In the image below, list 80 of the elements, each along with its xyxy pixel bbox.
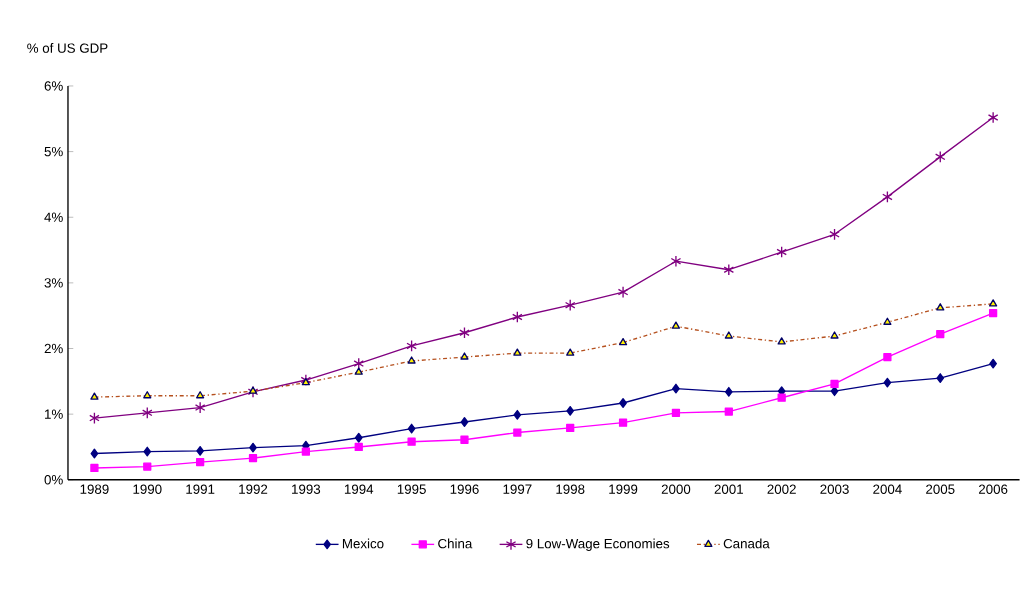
- point: [936, 373, 945, 384]
- point: [619, 398, 627, 409]
- point: [618, 418, 628, 427]
- x-tick-label: 2001: [714, 484, 743, 495]
- x-tick-label: 1992: [239, 484, 268, 495]
- x-tick-label: 2006: [978, 484, 1008, 495]
- y-tick-label: 0%: [44, 475, 63, 485]
- point: [247, 385, 259, 398]
- point: [672, 383, 680, 394]
- y-tick-label: 3%: [44, 278, 63, 288]
- x-tick-label: 2004: [873, 484, 902, 495]
- point: [406, 340, 417, 353]
- point: [194, 401, 206, 414]
- x-tick-label: 1990: [133, 484, 162, 495]
- point: [723, 263, 735, 276]
- x-tick-label: 1995: [397, 484, 426, 495]
- point: [987, 111, 999, 124]
- x-tick-label: 1996: [450, 484, 479, 495]
- point: [936, 330, 945, 339]
- y-tick-label: 1%: [45, 409, 63, 419]
- point: [143, 446, 152, 457]
- point: [883, 377, 892, 388]
- x-tick-label: 2005: [926, 484, 955, 495]
- point: [460, 417, 469, 428]
- legend-label: Canada: [723, 538, 770, 549]
- point: [566, 406, 575, 416]
- legend-label: Mexico: [342, 538, 384, 549]
- x-tick-label: 1993: [292, 484, 321, 495]
- point: [882, 191, 893, 204]
- point: [196, 458, 205, 467]
- legend-label: 9 Low-Wage Economies: [526, 538, 670, 552]
- point: [90, 448, 99, 459]
- point: [143, 462, 152, 471]
- point: [617, 286, 629, 299]
- point: [989, 309, 998, 318]
- y-axis-title: % of US GDP: [27, 43, 108, 53]
- point: [196, 446, 205, 456]
- point: [724, 387, 733, 397]
- point: [934, 150, 946, 163]
- point: [89, 412, 100, 425]
- point: [407, 437, 416, 446]
- y-tick-label: 4%: [44, 212, 63, 223]
- point: [564, 299, 576, 312]
- point: [353, 357, 365, 370]
- point: [513, 409, 522, 420]
- point: [883, 353, 892, 362]
- point: [777, 393, 786, 402]
- point: [141, 406, 153, 419]
- point: [407, 423, 416, 434]
- point: [830, 379, 839, 389]
- point: [989, 358, 997, 369]
- point: [354, 442, 363, 452]
- x-tick-label: 1999: [609, 484, 638, 495]
- x-tick-label: 1998: [556, 484, 585, 495]
- x-tick-label: 2003: [820, 484, 849, 495]
- x-tick-label: 1997: [503, 484, 532, 495]
- point: [301, 447, 311, 456]
- x-tick-label: 2002: [767, 484, 796, 495]
- point: [513, 428, 522, 437]
- y-tick-label: 5%: [44, 147, 63, 157]
- x-tick-label: 1991: [186, 484, 215, 495]
- point: [460, 435, 469, 444]
- point: [829, 228, 840, 241]
- point: [671, 408, 681, 418]
- point: [459, 326, 470, 339]
- legend-label: China: [438, 538, 473, 549]
- x-tick-label: 1994: [344, 484, 374, 495]
- x-tick-label: 1989: [80, 484, 109, 495]
- point: [248, 454, 258, 463]
- y-tick-label: 2%: [44, 343, 63, 354]
- point: [354, 432, 363, 443]
- x-tick-label: 2000: [661, 484, 691, 495]
- point: [724, 407, 733, 416]
- point: [776, 246, 787, 259]
- point: [670, 255, 682, 268]
- point: [566, 423, 575, 433]
- y-tick-label: 6%: [44, 81, 63, 91]
- point: [512, 311, 523, 324]
- point: [90, 463, 99, 473]
- point: [249, 442, 257, 453]
